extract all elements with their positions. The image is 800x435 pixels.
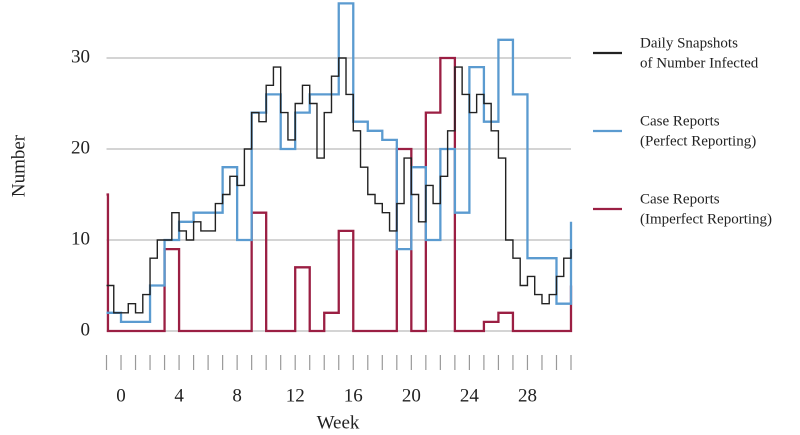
y-tick-label: 10 xyxy=(71,228,90,249)
y-tick-label: 30 xyxy=(71,46,90,67)
x-axis-label: Week xyxy=(317,412,360,433)
x-tick-label: 28 xyxy=(518,385,537,406)
y-tick-label: 0 xyxy=(81,319,91,340)
legend-label: (Perfect Reporting) xyxy=(640,133,756,149)
legend-label: (Imperfect Reporting) xyxy=(640,211,772,227)
x-tick-label: 20 xyxy=(402,385,421,406)
x-tick-label: 8 xyxy=(232,385,242,406)
y-tick-label: 20 xyxy=(71,137,90,158)
x-tick-label: 24 xyxy=(460,385,480,406)
legend-label: of Number Infected xyxy=(640,55,759,71)
y-axis-label: Number xyxy=(8,134,29,197)
x-tick-label: 4 xyxy=(174,385,184,406)
step-line xyxy=(106,56,573,333)
step-line xyxy=(106,57,572,314)
legend-label: Case Reports xyxy=(640,191,720,207)
x-tick-label: 0 xyxy=(116,385,126,406)
legend-label: Case Reports xyxy=(640,113,720,129)
x-tick-label: 12 xyxy=(286,385,305,406)
legend-label: Daily Snapshots xyxy=(640,35,738,51)
x-tick-label: 16 xyxy=(344,385,363,406)
